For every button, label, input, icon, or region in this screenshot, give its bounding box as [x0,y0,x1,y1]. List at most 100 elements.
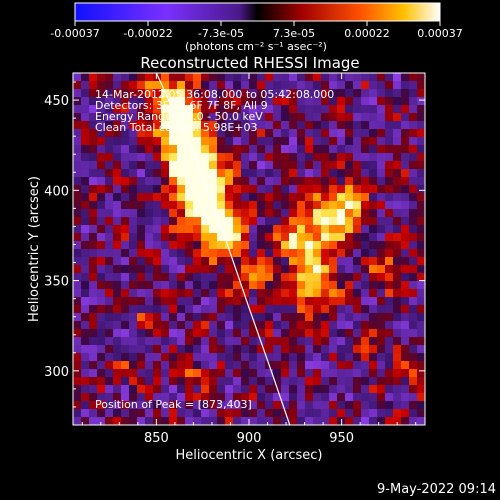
heatmap-cell [385,417,394,425]
heatmap-cell [193,97,202,106]
heatmap-cell [201,241,210,250]
heatmap-cell [297,185,306,194]
heatmap-cell [185,369,194,378]
heatmap-cell [305,369,314,378]
heatmap-cell [97,361,106,370]
heatmap-cell [209,345,218,354]
heatmap-cell [113,161,122,170]
heatmap-cell [393,161,402,170]
heatmap-cell [321,321,330,330]
heatmap-cell [193,225,202,234]
heatmap-cell [121,201,130,210]
heatmap-cell [201,305,210,314]
heatmap-cell [417,257,425,266]
heatmap-cell [233,305,242,314]
heatmap-cell [417,81,425,90]
heatmap-cell [393,337,402,346]
heatmap-cell [273,73,282,82]
heatmap-cell [121,137,130,146]
heatmap-cell [393,73,402,82]
heatmap-cell [273,201,282,210]
heatmap-cell [257,417,266,425]
heatmap-cell [225,169,234,178]
heatmap-cell [377,297,386,306]
heatmap-cell [313,121,322,130]
heatmap-cell [217,345,226,354]
heatmap-cell [177,249,186,258]
heatmap-cell [105,89,114,98]
heatmap-cell [353,329,362,338]
heatmap-cell [161,217,170,226]
heatmap-cell [161,337,170,346]
heatmap-cell [129,73,138,82]
heatmap-cell [289,273,298,282]
heatmap-cell [353,217,362,226]
heatmap-cell [417,401,425,410]
heatmap-cell [273,169,282,178]
heatmap-cell [137,369,146,378]
heatmap-cell [73,305,82,314]
heatmap-cell [329,193,338,202]
heatmap-cell [89,209,98,218]
heatmap-cell [121,161,130,170]
heatmap-cell [281,129,290,138]
heatmap-cell [305,249,314,258]
heatmap-cell [409,385,418,394]
heatmap-cell [225,321,234,330]
heatmap-cell [209,369,218,378]
heatmap-cell [81,417,90,425]
heatmap-cell [289,209,298,218]
heatmap-cell [177,177,186,186]
heatmap-cell [249,321,258,330]
heatmap-cell [81,241,90,250]
heatmap-cell [169,89,178,98]
heatmap-cell [81,297,90,306]
heatmap-cell [353,113,362,122]
heatmap-cell [337,169,346,178]
heatmap-cell [305,337,314,346]
heatmap-cell [281,385,290,394]
heatmap-cell [97,281,106,290]
heatmap-cell [97,81,106,90]
heatmap-cell [289,105,298,114]
heatmap-cell [337,329,346,338]
heatmap-cell [377,97,386,106]
heatmap-cell [233,281,242,290]
heatmap-cell [393,369,402,378]
heatmap-cell [105,105,114,114]
heatmap-cell [137,377,146,386]
heatmap-cell [209,185,218,194]
heatmap-cell [289,97,298,106]
heatmap-cell [129,345,138,354]
heatmap-cell [345,169,354,178]
heatmap-cell [113,417,122,425]
heatmap-cell [345,393,354,402]
heatmap-cell [201,273,210,282]
heatmap-cell [81,337,90,346]
heatmap-cell [201,177,210,186]
heatmap-cell [337,313,346,322]
heatmap-cell [353,273,362,282]
heatmap-cell [161,153,170,162]
heatmap-cell [185,385,194,394]
heatmap-cell [161,281,170,290]
heatmap-cell [113,241,122,250]
heatmap-cell [81,193,90,202]
heatmap-cell [145,177,154,186]
heatmap-cell [89,361,98,370]
heatmap-cell [97,121,106,130]
heatmap-cell [105,337,114,346]
heatmap-cell [305,73,314,82]
heatmap-cell [161,329,170,338]
heatmap-cell [273,393,282,402]
heatmap-cell [81,121,90,130]
heatmap-cell [129,81,138,90]
heatmap-cell [305,393,314,402]
heatmap-cell [193,105,202,114]
heatmap-cell [409,233,418,242]
heatmap-cell [369,401,378,410]
heatmap-cell [249,161,258,170]
heatmap-cell [249,81,258,90]
heatmap-cell [209,297,218,306]
heatmap-cell [201,385,210,394]
